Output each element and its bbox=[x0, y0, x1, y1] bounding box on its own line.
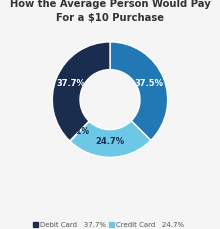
Wedge shape bbox=[70, 121, 151, 157]
Text: 37.7%: 37.7% bbox=[57, 79, 85, 88]
Wedge shape bbox=[70, 121, 89, 141]
Wedge shape bbox=[110, 42, 168, 140]
Text: 24.7%: 24.7% bbox=[96, 137, 125, 146]
Text: 37.5%: 37.5% bbox=[134, 79, 163, 88]
Text: 0.1%: 0.1% bbox=[68, 128, 89, 136]
Legend: Debit Card   37.7%, Cash   37.5%, Credit Card   24.7%, Mobile Wallet   0.1%: Debit Card 37.7%, Cash 37.5%, Credit Car… bbox=[30, 219, 190, 229]
Title: How the Average Person Would Pay
For a $10 Purchase: How the Average Person Would Pay For a $… bbox=[10, 0, 210, 22]
Wedge shape bbox=[52, 42, 110, 141]
